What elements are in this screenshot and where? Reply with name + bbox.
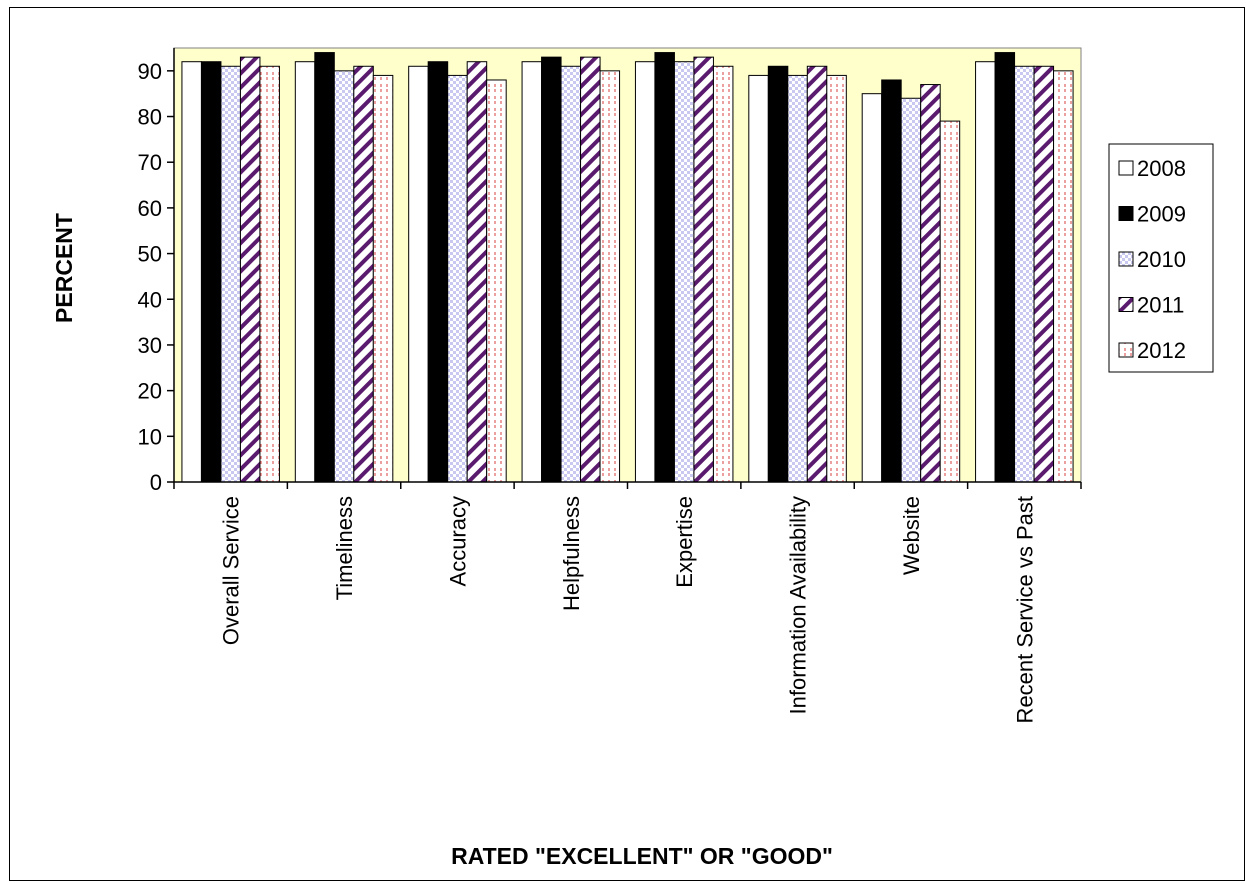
legend-label-2010: 2010 (1137, 247, 1186, 272)
legend-label-2009: 2009 (1137, 202, 1186, 227)
y-tick-label: 70 (138, 150, 162, 175)
legend: 2008 2009 2010 2011 2012 (1108, 143, 1214, 373)
y-tick-label: 50 (138, 242, 162, 267)
y-tick-label: 90 (138, 59, 162, 84)
bar-2012-4 (599, 70, 621, 483)
bar-2008-4 (521, 61, 543, 483)
bar-2009-8 (994, 52, 1016, 483)
y-tick-label: 30 (138, 333, 162, 358)
legend-label-2012: 2012 (1137, 338, 1186, 363)
x-category-label: Accuracy (445, 496, 470, 586)
bar-2008-6 (748, 74, 769, 483)
bar-2012-5 (712, 65, 734, 483)
bar-2010-6 (787, 74, 808, 483)
x-category-label: Website (899, 496, 924, 575)
legend-swatch-2009 (1118, 206, 1134, 221)
bar-2010-8 (1014, 65, 1035, 483)
x-category-label: Recent Service vs Past (1012, 496, 1037, 723)
bar-2011-4 (580, 56, 601, 483)
bar-2011-6 (806, 65, 828, 483)
y-tick-label: 80 (138, 105, 162, 130)
legend-label-2011: 2011 (1137, 293, 1184, 318)
bar-2009-3 (427, 61, 449, 483)
bar-2008-8 (975, 61, 996, 483)
x-category-label: Helpfulness (559, 496, 584, 611)
bar-2010-7 (900, 97, 922, 483)
bar-2012-3 (486, 79, 507, 483)
y-axis-title: PERCENT (51, 213, 77, 323)
bar-2011-5 (693, 56, 714, 483)
bar-2012-6 (826, 74, 847, 483)
legend-swatch-2012 (1118, 342, 1134, 358)
bar-2008-7 (861, 93, 883, 483)
bar-2011-7 (920, 84, 941, 483)
x-category-label: Information Availability (786, 496, 811, 715)
bar-2012-8 (1053, 70, 1074, 483)
bar-2008-2 (294, 61, 316, 483)
bar-2010-2 (333, 70, 355, 483)
bar-2008-5 (634, 61, 656, 483)
bar-2009-7 (881, 79, 902, 483)
bar-2009-2 (314, 52, 335, 483)
y-tick-label: 20 (138, 379, 162, 404)
legend-swatch-2008 (1118, 160, 1134, 176)
bar-2012-2 (372, 74, 394, 483)
bar-2009-6 (767, 65, 789, 483)
bar-2008-1 (181, 61, 202, 483)
bar-2011-2 (353, 65, 374, 483)
y-tick-label: 0 (150, 470, 162, 495)
bar-2011-1 (239, 56, 261, 483)
x-axis-title: RATED "EXCELLENT" OR "GOOD" (451, 843, 833, 869)
bar-2009-4 (541, 56, 562, 483)
bar-2010-1 (220, 65, 241, 483)
legend-swatch-2011 (1118, 297, 1134, 312)
legend-swatch-2010 (1118, 251, 1134, 267)
bar-2012-7 (939, 120, 961, 483)
bar-2012-1 (259, 65, 280, 483)
bar-2011-8 (1033, 65, 1055, 483)
y-tick-label: 40 (138, 287, 162, 312)
bar-2009-5 (654, 52, 675, 483)
bar-2010-4 (560, 65, 582, 483)
bar-2010-5 (673, 61, 695, 483)
y-tick-label: 10 (138, 424, 162, 449)
bar-2009-1 (200, 61, 222, 483)
x-category-label: Expertise (672, 496, 697, 588)
bar-2010-3 (447, 74, 468, 483)
bar-2011-3 (466, 61, 488, 483)
x-category-label: Timeliness (332, 496, 357, 600)
bar-2008-3 (408, 65, 429, 483)
legend-label-2008: 2008 (1137, 156, 1186, 181)
y-tick-label: 60 (138, 196, 162, 221)
x-category-label: Overall Service (219, 496, 244, 645)
